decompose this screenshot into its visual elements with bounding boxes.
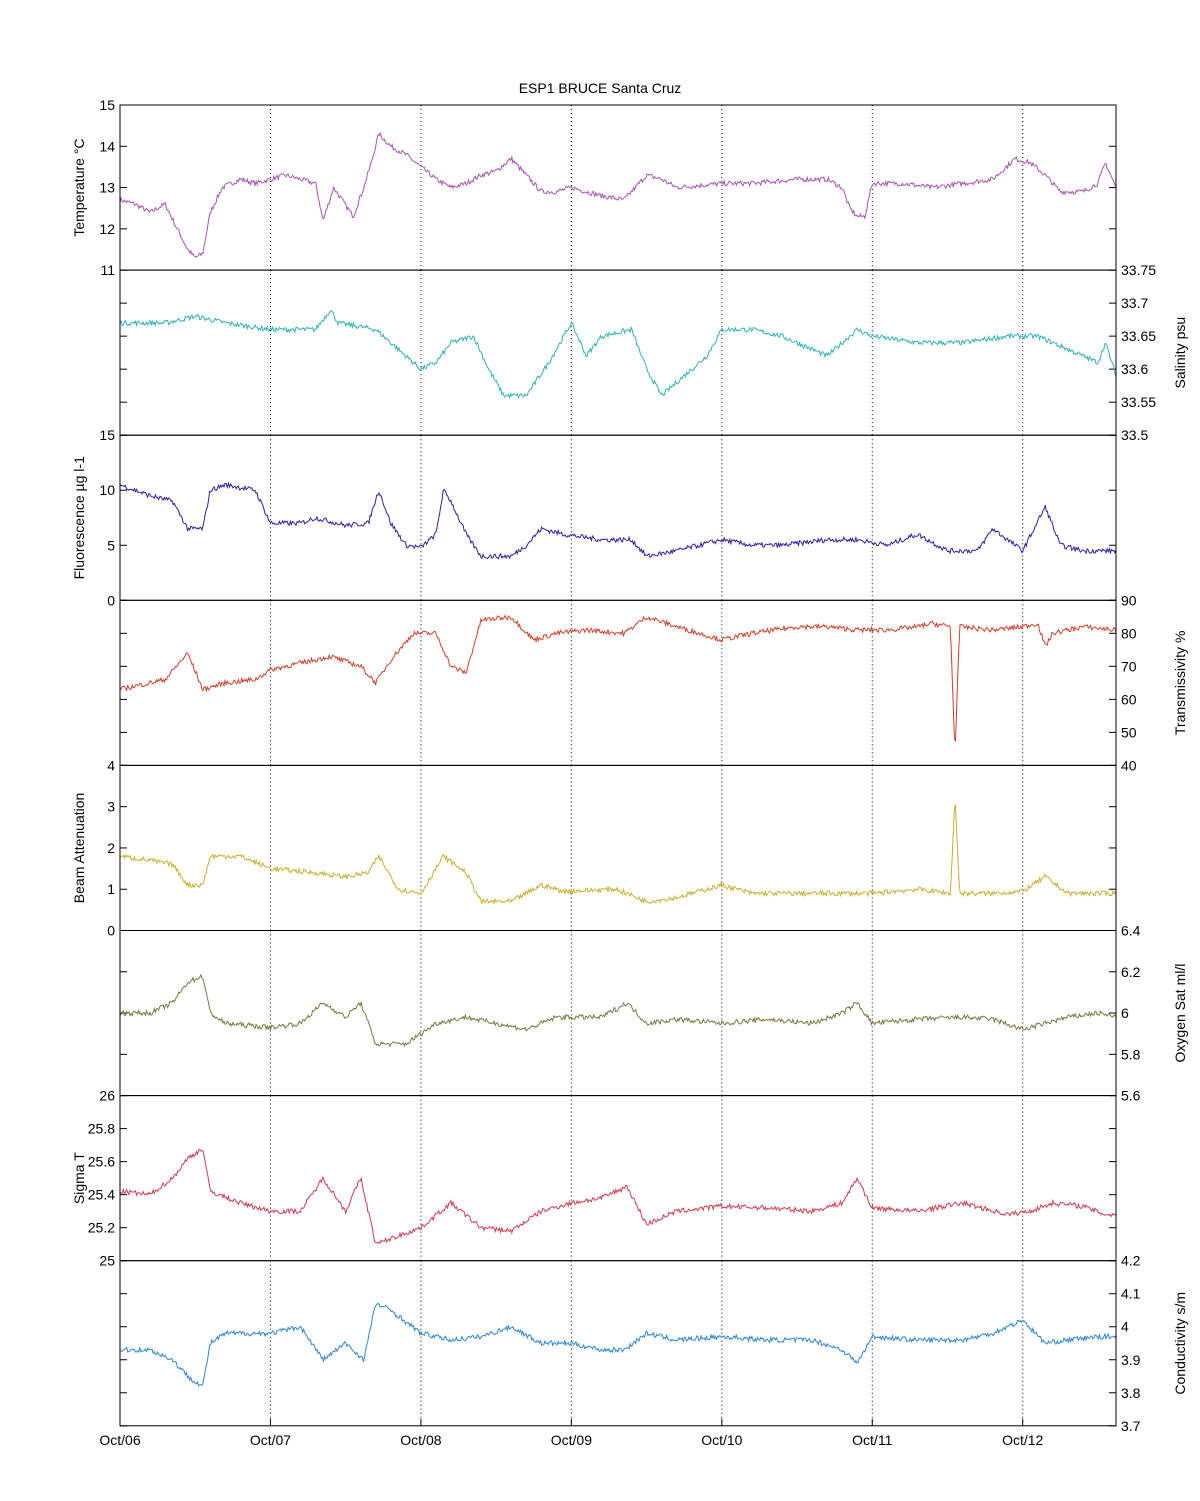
y-tick-label: 33.65 [1121,328,1156,344]
y-tick-label: 15 [99,427,115,443]
series-line [119,1302,1117,1387]
y-tick-label: 11 [100,262,115,278]
y-tick-label: 5.8 [1121,1046,1141,1062]
y-tick-label: 80 [1121,625,1137,641]
panel-8: 3.7 3.8 3.9 4 4.1 4.2 Conductivity s/m [119,1253,1188,1434]
y-tick-label: 3.8 [1121,1385,1141,1401]
y-axis-label: Beam Attenuation [71,793,87,904]
y-tick-label: 6 [1121,1005,1129,1021]
y-tick-label: 4 [107,757,115,773]
panel-2: 33.5 33.55 33.6 33.65 33.7 33.75 Salinity psu [119,262,1188,443]
y-tick-label: 33.55 [1121,394,1156,410]
y-tick-label: 3.9 [1121,1352,1141,1368]
x-tick-label: Oct/08 [400,1432,441,1448]
y-tick-label: 33.5 [1121,427,1148,443]
x-tick-label: Oct/10 [701,1432,742,1448]
panel-5: 0 1 2 3 4 Beam Attenuation [71,757,1117,939]
panel-frame [119,434,1117,601]
chart-title: ESP1 BRUCE Santa Cruz [519,80,682,96]
panel-6: 5.6 5.8 6 6.2 6.4 Oxygen Sat ml/l [119,923,1188,1104]
y-tick-label: 1 [107,881,115,897]
panel-frame [119,1095,1117,1262]
y-axis-label: Salinity psu [1172,317,1188,389]
y-tick-label: 33.75 [1121,262,1156,278]
y-tick-label: 60 [1121,691,1137,707]
series-line [119,131,1117,258]
y-tick-label: 2 [107,840,115,856]
series-line [119,973,1117,1048]
y-tick-label: 33.6 [1121,361,1148,377]
y-tick-label: 50 [1121,724,1137,740]
panel-frame [119,764,1117,932]
x-tick-label: Oct/09 [551,1432,592,1448]
x-tick-label: Oct/12 [1002,1432,1043,1448]
panel-1: 11 12 13 14 15 Temperature °C [71,97,1117,278]
y-tick-label: 33.7 [1121,295,1148,311]
y-axis-label: Sigma T [71,1152,87,1204]
y-tick-label: 26 [99,1088,115,1104]
x-tick-label: Oct/06 [99,1432,140,1448]
series-line [119,804,1117,905]
y-tick-label: 10 [99,482,115,498]
y-axis-label: Conductivity s/m [1172,1292,1188,1395]
panel-frame [119,269,1117,436]
y-tick-label: 25.4 [88,1187,115,1203]
x-tick-label: Oct/11 [852,1432,892,1448]
y-axis-label: Fluorescence µg l-1 [71,456,87,579]
y-tick-label: 25.8 [88,1121,115,1137]
x-axis: Oct/06 Oct/07 Oct/08 Oct/09 Oct/10 Oct/11 Oct/… [99,1418,1044,1448]
y-axis-label: Transmissivity % [1172,631,1188,736]
y-tick-label: 4 [1121,1319,1129,1335]
y-tick-label: 4.2 [1121,1253,1141,1269]
y-tick-label: 70 [1121,658,1137,674]
y-tick-label: 90 [1121,592,1137,608]
y-tick-label: 0 [107,923,115,939]
series-line [119,481,1117,560]
x-tick-label: Oct/07 [250,1432,291,1448]
y-tick-label: 3 [107,799,115,815]
y-tick-label: 14 [99,138,115,154]
y-tick-label: 6.2 [1121,964,1141,980]
y-axis-label: Oxygen Sat ml/l [1172,964,1188,1063]
y-tick-label: 13 [99,180,115,196]
y-tick-label: 25.2 [88,1220,115,1236]
y-axis-label: Temperature °C [71,138,87,236]
y-tick-label: 0 [107,592,115,608]
y-tick-label: 4.1 [1121,1286,1141,1302]
panel-frame [119,930,1117,1097]
series-line [119,309,1117,400]
series-line [119,1148,1117,1245]
y-tick-label: 6.4 [1121,923,1141,939]
y-tick-label: 25.6 [88,1154,115,1170]
y-tick-label: 5.6 [1121,1088,1141,1104]
panel-frame [119,1260,1117,1427]
y-tick-label: 5 [107,537,115,553]
panel-4: 40 50 60 70 80 90 Transmissivity % [119,592,1188,773]
y-tick-label: 40 [1121,757,1137,773]
y-tick-label: 3.7 [1121,1418,1141,1434]
panel-frame [119,104,1117,271]
series-line [119,614,1117,742]
y-tick-label: 12 [99,221,115,237]
panel-7: 25 25.2 25.4 25.6 25.8 26 Sigma T [71,1088,1117,1269]
y-tick-label: 15 [99,97,115,113]
panel-3: 0 5 10 15 Fluorescence µg l-1 [71,427,1117,608]
y-tick-label: 25 [99,1253,115,1269]
